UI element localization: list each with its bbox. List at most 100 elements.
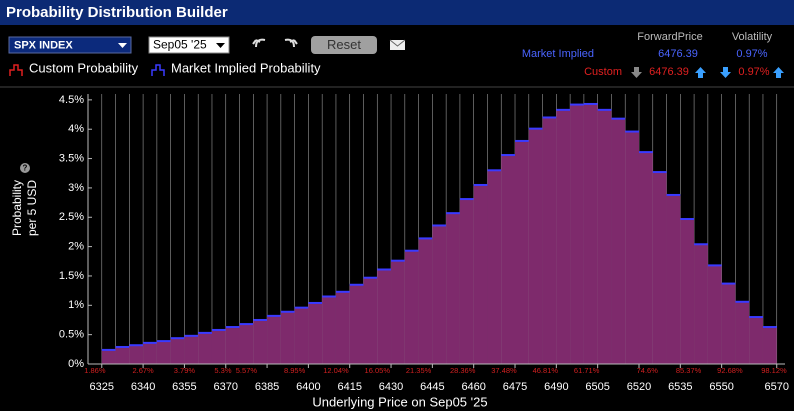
cumulative-label: 5.3% xyxy=(214,366,231,375)
cumulative-label: 46.81% xyxy=(533,366,559,375)
x-tick-label: 6505 xyxy=(585,381,609,393)
bar xyxy=(211,329,226,364)
bar xyxy=(542,117,557,364)
bar xyxy=(666,194,681,364)
x-tick-label: 6550 xyxy=(709,381,733,393)
bar xyxy=(143,342,157,364)
cumulative-label: 74.6% xyxy=(637,366,659,375)
title-bar xyxy=(0,0,794,25)
bar xyxy=(735,301,750,364)
bar xyxy=(473,184,488,364)
bar xyxy=(308,302,323,364)
bar xyxy=(280,311,295,364)
bar xyxy=(459,199,474,364)
legend-label: Market Implied Probability xyxy=(171,60,321,75)
bar xyxy=(611,118,626,364)
plot: 0% 0.5% 1% 1.5% 2% 2.5% 3% 3.5% 4% 4.5% 6325 6340 63… xyxy=(10,94,789,410)
x-tick-label: 6475 xyxy=(503,381,527,393)
bar xyxy=(570,104,584,364)
cumulative-label: 92.68% xyxy=(717,366,743,375)
bar xyxy=(225,327,240,364)
cumulative-label: 61.71% xyxy=(574,366,600,375)
cumulative-label: 21.35% xyxy=(406,366,432,375)
date-text: Sep05 '25 xyxy=(153,38,207,52)
cumulative-label: 1.86% xyxy=(84,366,106,375)
down-arrow[interactable] xyxy=(720,67,731,78)
y-tick-label: 0% xyxy=(68,358,84,370)
bar xyxy=(749,317,763,364)
x-axis-title: Underlying Price on Sep05 '25 xyxy=(312,394,487,409)
bar xyxy=(625,131,639,364)
bar xyxy=(322,296,336,364)
email-icon-flap xyxy=(389,39,406,47)
help-icon[interactable] xyxy=(20,163,30,173)
x-tick-label: 6490 xyxy=(544,381,568,393)
y-axis-title: per 5 USD xyxy=(25,180,39,236)
panel-header: ForwardPrice xyxy=(637,31,702,43)
window-title: Probability Distribution Builder xyxy=(6,4,228,21)
x-tick-label: 6430 xyxy=(379,381,403,393)
up-arrow[interactable] xyxy=(695,67,706,78)
bar xyxy=(638,152,653,364)
reset-button[interactable] xyxy=(311,36,377,54)
bar xyxy=(363,277,378,364)
cumulative-label: 2.67% xyxy=(132,366,154,375)
bar xyxy=(528,128,543,364)
up-arrow[interactable] xyxy=(773,67,784,78)
bar xyxy=(377,269,392,364)
email-icon[interactable] xyxy=(390,40,405,50)
bar xyxy=(721,283,736,364)
y-axis-title: Probability xyxy=(10,180,24,236)
x-tick-label: 6385 xyxy=(255,381,279,393)
bar xyxy=(156,341,171,364)
vol-value: 0.97% xyxy=(736,48,767,60)
bar xyxy=(652,172,667,364)
x-tick-label: 6535 xyxy=(668,381,692,393)
bar xyxy=(129,345,144,364)
cumulative-label: 28.36% xyxy=(450,366,476,375)
down-arrow[interactable] xyxy=(631,67,642,78)
price-value: 6476.39 xyxy=(658,48,698,60)
bar xyxy=(184,335,199,364)
panel-header: Volatility xyxy=(732,31,773,43)
bar xyxy=(198,332,212,364)
y-tick-label: 2.5% xyxy=(59,211,84,223)
bar xyxy=(680,219,695,364)
x-tick-label: 6445 xyxy=(420,381,444,393)
y-tick-label: 3.5% xyxy=(59,152,84,164)
x-tick-label: 6460 xyxy=(461,381,485,393)
undo-icon[interactable] xyxy=(252,38,266,48)
date-dropdown[interactable] xyxy=(148,36,230,54)
x-tick-label: 6415 xyxy=(337,381,361,393)
y-tick-label: 1.5% xyxy=(59,270,84,282)
bar xyxy=(762,327,777,364)
y-tick-label: 3% xyxy=(68,182,84,194)
x-tick-label: 6325 xyxy=(90,381,114,393)
x-tick-label: 6340 xyxy=(131,381,155,393)
bar xyxy=(115,346,130,364)
x-tick-label: 6400 xyxy=(296,381,320,393)
x-tick-label: 6570 xyxy=(764,381,788,393)
cumulative-label: 85.37% xyxy=(676,366,702,375)
dropdown-arrow xyxy=(118,43,127,48)
bar xyxy=(239,324,254,364)
bar xyxy=(515,140,529,364)
bar xyxy=(294,307,309,364)
cumulative-label: 12.04% xyxy=(323,366,349,375)
row-label: Custom xyxy=(584,66,622,78)
y-tick-label: 4% xyxy=(68,123,84,135)
legend-icon xyxy=(9,64,23,76)
bar xyxy=(349,284,364,364)
bar xyxy=(335,291,350,364)
redo-icon[interactable] xyxy=(284,38,298,48)
bar xyxy=(707,265,722,364)
bar xyxy=(446,213,460,364)
legend-icon xyxy=(151,64,165,76)
bar xyxy=(418,238,433,364)
symbol-dropdown[interactable] xyxy=(8,36,132,54)
legend: Custom Probability Market Implied Probabi… xyxy=(9,60,321,76)
bar xyxy=(170,338,185,364)
bar xyxy=(501,155,516,364)
dropdown-arrow xyxy=(216,43,225,48)
reset-text: Reset xyxy=(327,37,361,52)
